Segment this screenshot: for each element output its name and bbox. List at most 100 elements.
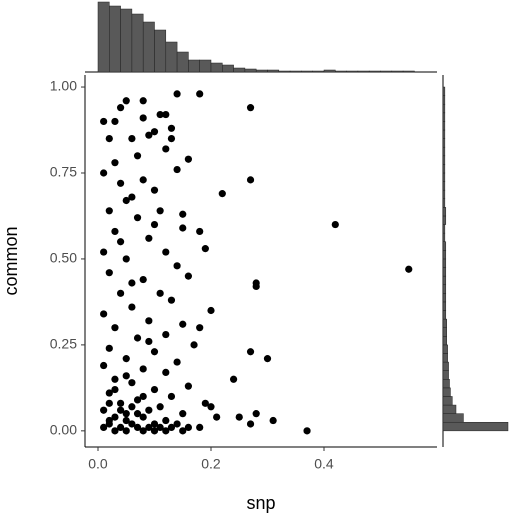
- y-tick-label: 0.50: [50, 250, 77, 266]
- point: [150, 385, 159, 394]
- point: [139, 97, 147, 105]
- point: [139, 413, 147, 421]
- point: [150, 420, 159, 428]
- point: [229, 375, 238, 383]
- point: [128, 135, 136, 143]
- point: [331, 220, 339, 229]
- point: [145, 337, 153, 346]
- point: [405, 265, 413, 273]
- x-tick-label: 0.0: [88, 456, 108, 472]
- point: [263, 355, 272, 363]
- point: [116, 289, 125, 297]
- point: [213, 413, 221, 421]
- point: [162, 248, 170, 256]
- top-hist-bar: [255, 69, 268, 73]
- point: [156, 403, 164, 411]
- top-hist-bar: [120, 8, 133, 73]
- top-hist-bar: [188, 59, 200, 73]
- y-tick-label: 0.25: [50, 336, 77, 352]
- point: [303, 427, 311, 435]
- right-hist-bar: [442, 95, 446, 105]
- point: [150, 348, 159, 356]
- right-hist-bar: [442, 250, 447, 260]
- top-hist-bar: [380, 70, 393, 73]
- right-hist-bar: [442, 258, 447, 268]
- right-hist-bar: [442, 198, 446, 208]
- right-hist-bar: [442, 129, 446, 139]
- point: [196, 227, 204, 236]
- point: [100, 423, 108, 432]
- right-hist-bar: [442, 344, 448, 354]
- right-hist-bar: [442, 404, 457, 414]
- point: [207, 306, 215, 315]
- point: [201, 245, 209, 253]
- point: [179, 320, 187, 328]
- right-hist-bar: [442, 215, 447, 225]
- point: [156, 207, 164, 215]
- top-hist-bar: [97, 1, 110, 73]
- top-hist-bar: [391, 70, 404, 73]
- point: [116, 238, 125, 246]
- right-hist-bar: [442, 379, 450, 389]
- point: [116, 179, 125, 187]
- point: [167, 296, 176, 304]
- point: [139, 275, 147, 284]
- point: [111, 385, 119, 394]
- point: [167, 135, 176, 143]
- point: [179, 410, 187, 418]
- point: [105, 135, 113, 143]
- right-hist-bar: [442, 112, 446, 122]
- point: [133, 423, 142, 432]
- point: [167, 423, 176, 432]
- point: [139, 176, 147, 184]
- point: [111, 427, 119, 435]
- top-hist-bar: [357, 70, 370, 73]
- right-hist-bar: [442, 413, 464, 423]
- right-hist-bar: [442, 267, 447, 277]
- point: [122, 372, 130, 380]
- point: [150, 427, 159, 435]
- y-tick-label: 1.00: [50, 78, 77, 94]
- point: [105, 389, 113, 397]
- point: [235, 413, 243, 421]
- right-hist-bar: [442, 421, 509, 432]
- point: [139, 365, 147, 373]
- point: [196, 324, 204, 332]
- point: [122, 196, 130, 205]
- point: [269, 416, 277, 425]
- point: [139, 392, 147, 401]
- x-axis-label: snp: [246, 493, 275, 513]
- point: [173, 358, 181, 366]
- point: [179, 224, 187, 232]
- point: [173, 165, 181, 174]
- point: [179, 427, 187, 435]
- point: [100, 169, 108, 177]
- right-hist-bar: [442, 121, 446, 131]
- point: [116, 423, 125, 432]
- right-hist-bar: [442, 138, 446, 148]
- point: [184, 272, 192, 280]
- point: [184, 382, 192, 390]
- top-hist-bar: [244, 68, 257, 73]
- y-tick-label: 0.75: [50, 164, 77, 180]
- point: [122, 255, 130, 263]
- point: [150, 128, 159, 136]
- top-hist-bar: [165, 41, 178, 73]
- right-hist-bar: [442, 275, 447, 285]
- point: [173, 90, 181, 98]
- point: [100, 117, 108, 126]
- right-hist-bar: [442, 396, 453, 406]
- top-hist-bar: [323, 69, 336, 73]
- right-hist-bar: [442, 301, 447, 311]
- point: [190, 341, 198, 349]
- point: [207, 403, 215, 411]
- point: [196, 90, 204, 98]
- top-hist-bar: [368, 70, 381, 73]
- top-hist-bar: [346, 70, 359, 73]
- point: [145, 423, 153, 432]
- top-hist-bar: [335, 70, 347, 73]
- point: [162, 145, 170, 153]
- point: [111, 413, 119, 421]
- top-hist-bar: [199, 59, 212, 73]
- point: [196, 423, 204, 432]
